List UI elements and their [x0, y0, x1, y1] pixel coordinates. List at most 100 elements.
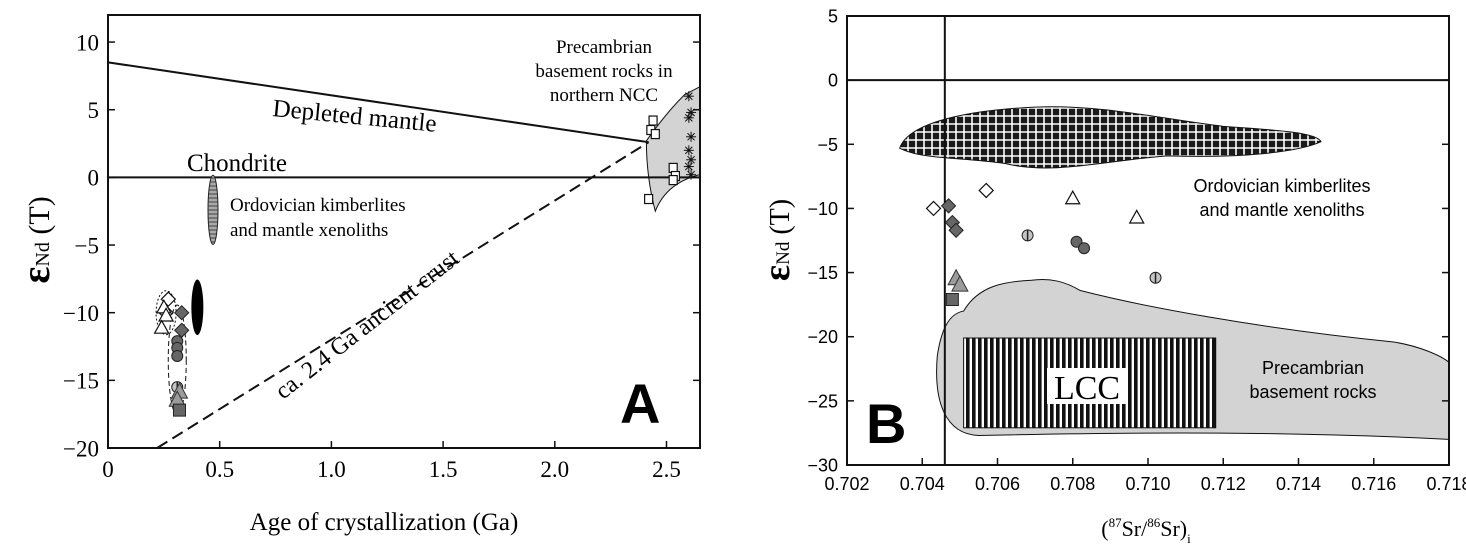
- a-point-square-open: [648, 115, 658, 126]
- panel-a-y-label-tail: (T): [23, 196, 56, 242]
- chondrite-label: Chondrite: [187, 150, 287, 177]
- a-point-circle-gray: [171, 349, 184, 362]
- a-point-asterisk: [683, 161, 694, 172]
- b-point-triangle-gray: [951, 275, 969, 292]
- b-y-tick-label: 0: [828, 71, 838, 91]
- b-point-diamond-open: [925, 200, 942, 217]
- a-y-tick-label: 10: [76, 30, 99, 55]
- panel-a-y-label-symbol: ε: [13, 267, 58, 284]
- precambrian-label-line2: basement rocks in: [535, 61, 673, 82]
- a-x-tick-label: 2.0: [540, 457, 569, 482]
- kimberlite-field-b: [899, 106, 1322, 169]
- b-point-diamond-dark: [948, 222, 964, 238]
- panel-a-label: A: [620, 372, 660, 435]
- panel-a-points: [153, 91, 697, 417]
- a-point-asterisk: [686, 169, 697, 180]
- panel-b-label: B: [866, 392, 906, 455]
- b-point-square-gray: [945, 293, 959, 307]
- b-y-tick-label: −25: [807, 391, 838, 411]
- a-x-tick-label: 0.5: [205, 457, 234, 482]
- b-point-diamond-dark: [940, 198, 957, 214]
- a-x-tick-label: 1.0: [317, 457, 346, 482]
- b-y-tick-label: −10: [807, 199, 838, 219]
- precambrian-b-label-line2: basement rocks: [1249, 382, 1376, 402]
- a-reference-line: [107, 61, 649, 144]
- a-point-square-open: [644, 193, 654, 205]
- a-x-tick-label: 1.5: [429, 457, 458, 482]
- b-point-diamond-open: [978, 182, 995, 199]
- lcc-label: LCC: [1054, 370, 1120, 407]
- a-point-asterisk-stroke: [687, 170, 695, 179]
- b-point-circle-halfbar: [1149, 271, 1162, 284]
- a-point-asterisk-stroke: [684, 92, 693, 101]
- a-point-triangle-open: [158, 307, 175, 322]
- a-y-tick-label: −10: [63, 301, 99, 326]
- panel-b-y-label-sub: Nd: [773, 241, 794, 265]
- a-x-tick-label: 0: [102, 457, 114, 482]
- precambrian-b-label-line1: Precambrian: [1262, 358, 1364, 378]
- a-reference-line: [156, 141, 650, 449]
- b-y-tick-label: −5: [817, 135, 838, 155]
- b-point-triangle-open: [1128, 209, 1145, 224]
- panel-a-y-axis-label: εNd (T): [13, 196, 58, 283]
- panel-a-y-label-sub: Nd: [32, 242, 54, 266]
- ancient-crust-label: ca. 2.4 Ga ancient crust: [271, 245, 465, 404]
- kimberlites-label-line2: and mantle xenoliths: [230, 220, 388, 241]
- kimberlites-label-line1: Ordovician kimberlites: [230, 195, 406, 216]
- b-x-tick-label: 0.708: [1050, 474, 1095, 494]
- panel-b-x-axis-label: (87Sr/86Sr)i: [1101, 515, 1191, 546]
- a-y-tick-label: 5: [88, 98, 100, 123]
- b-point-circle-halfbar: [1021, 229, 1034, 242]
- a-y-tick-label: −20: [63, 436, 99, 461]
- svg-text:εNd (T): εNd (T): [13, 196, 58, 283]
- b-x-tick-label: 0.706: [975, 474, 1020, 494]
- b-point-circle-gray: [1078, 242, 1091, 255]
- a-point-diamond-dark: [174, 304, 190, 321]
- a-point-square-gray: [172, 403, 186, 417]
- b-x-tick-label: 0.702: [824, 474, 869, 494]
- a-point-asterisk-stroke: [684, 146, 693, 155]
- a-x-tick-label: 2.5: [652, 457, 681, 482]
- panel-b-y-label-symbol: ε: [756, 265, 798, 281]
- b-x-tick-label: 0.704: [900, 474, 945, 494]
- b-x-tick-label: 0.718: [1426, 474, 1466, 494]
- b-point-circle-gray: [1070, 235, 1083, 248]
- panel-a-plot-frame: [107, 14, 701, 449]
- panel-a-x-axis-label: Age of crystallization (Ga): [250, 509, 519, 536]
- a-y-tick-label: −5: [75, 233, 99, 258]
- a-y-tick-label: 0: [88, 166, 100, 191]
- a-point-triangle-open: [153, 319, 170, 334]
- svg-text:εNd (T): εNd (T): [756, 199, 798, 281]
- kimberlites-b-label-line1: Ordovician kimberlites: [1193, 176, 1370, 196]
- a-point-asterisk: [683, 91, 694, 102]
- a-point-asterisk-stroke: [687, 132, 695, 141]
- b-x-tick-label: 0.710: [1125, 474, 1170, 494]
- panel-b-y-axis-label: εNd (T): [756, 199, 798, 281]
- precambrian-label-line1: Precambrian: [556, 37, 653, 58]
- panel-a: 0 0.5 1.0 1.5 2.0 2.5 10 5 0 −5 −10 −15 −20 Deplete…: [13, 14, 701, 536]
- lcc-label-background: [1047, 368, 1127, 404]
- a-point-asterisk-stroke: [684, 162, 693, 171]
- b-point-triangle-open: [1064, 189, 1081, 205]
- panel-b-reference-lines: [847, 16, 1449, 465]
- kimberlites-b-label-line2: and mantle xenoliths: [1199, 200, 1364, 220]
- panel-a-reference-lines: [107, 61, 700, 449]
- b-x-tick-label: 0.712: [1201, 474, 1246, 494]
- a-point-square-open: [668, 174, 678, 186]
- a-y-tick-label: −15: [63, 369, 99, 394]
- black-range-ellipse: [191, 279, 204, 336]
- b-y-tick-label: −15: [807, 263, 838, 283]
- b-y-tick-label: 5: [828, 6, 838, 26]
- panel-b: 0.702 0.704 0.706 0.708 0.710 0.712 0.714 0.716…: [756, 6, 1466, 546]
- a-point-asterisk-stroke: [684, 113, 693, 122]
- b-x-tick-label: 0.716: [1351, 474, 1396, 494]
- precambrian-label-line3: northern NCC: [550, 85, 658, 106]
- panel-a-x-ticks: 0 0.5 1.0 1.5 2.0 2.5: [102, 441, 681, 482]
- depleted-mantle-label: Depleted mantle: [271, 95, 437, 138]
- a-point-asterisk: [686, 131, 697, 142]
- panel-a-y-ticks: 10 5 0 −5 −10 −15 −20: [63, 30, 700, 461]
- a-point-asterisk: [683, 112, 694, 123]
- panel-b-x-ticks: 0.702 0.704 0.706 0.708 0.710 0.712 0.714 0.716…: [824, 458, 1466, 494]
- b-y-tick-label: −20: [807, 327, 838, 347]
